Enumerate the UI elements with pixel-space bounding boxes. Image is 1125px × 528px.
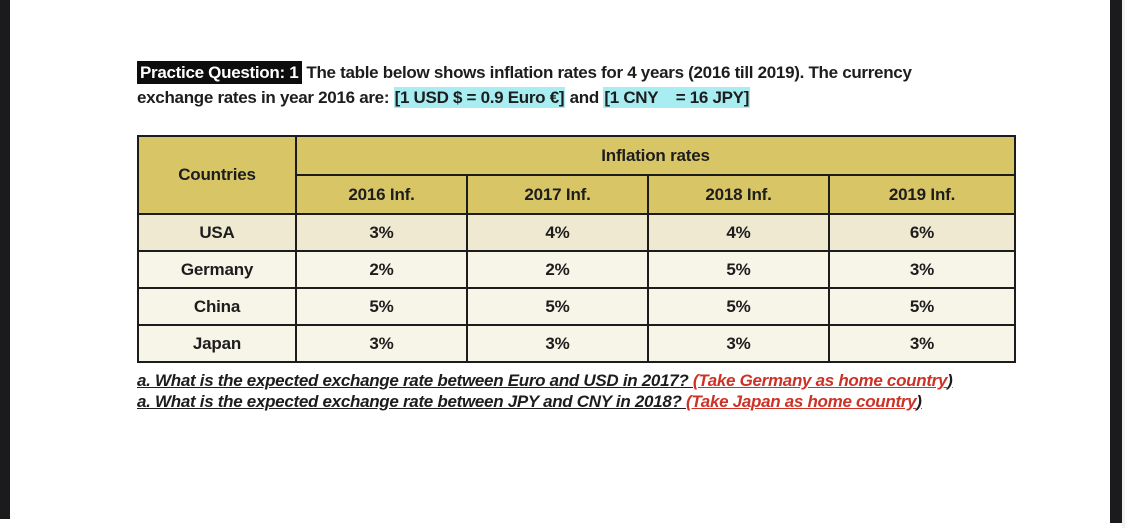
heading-line2-prefix: exchange rates in year 2016 are: [137,88,394,107]
question-heading: Practice Question: 1 The table below show… [137,60,912,110]
inflation-rates-group-header: Inflation rates [295,135,1016,176]
question-text: a. What is the expected exchange rate be… [137,392,686,411]
table-header-row-group: Countries Inflation rates [137,135,1016,215]
question-a-jpy-cny: a. What is the expected exchange rate be… [137,391,953,412]
cny-jpy-rate-highlight: [1 CNY = 16 JPY] [603,87,751,108]
table-row-china: China 5% 5% 5% 5% [137,287,1016,326]
country-cell: USA [137,213,297,252]
value-cell: 5% [647,287,830,326]
value-cell: 6% [828,213,1016,252]
question-suffix: ) [947,371,953,390]
countries-column-header: Countries [137,135,297,215]
value-cell: 5% [466,287,649,326]
value-cell: 3% [828,324,1016,363]
value-cell: 4% [647,213,830,252]
inflation-rates-table: Countries Inflation rates 2016 Inf. 2017… [137,135,1016,363]
year-header-2019: 2019 Inf. [828,174,1016,215]
value-cell: 4% [466,213,649,252]
value-cell: 3% [828,250,1016,289]
value-cell: 2% [466,250,649,289]
question-a-euro-usd: a. What is the expected exchange rate be… [137,370,953,391]
value-cell: 3% [466,324,649,363]
value-cell: 5% [295,287,468,326]
right-frame-edge [1122,0,1125,528]
table-row-germany: Germany 2% 2% 5% 3% [137,250,1016,289]
table-header-row-years: 2016 Inf. 2017 Inf. 2018 Inf. 2019 Inf. [138,174,1016,215]
question-hint-red: (Take Japan as home country [685,392,917,411]
value-cell: 5% [647,250,830,289]
question-text: a. What is the expected exchange rate be… [137,371,693,390]
question-number-label: Practice Question: 1 [137,61,303,84]
heading-and-separator: and [565,88,604,107]
year-header-2018: 2018 Inf. [647,174,830,215]
value-cell: 3% [647,324,830,363]
year-header-2017: 2017 Inf. [466,174,649,215]
year-header-2016: 2016 Inf. [295,174,468,215]
right-frame-bar [1110,0,1122,523]
value-cell: 3% [295,213,468,252]
heading-intro-text: The table below shows inflation rates fo… [306,63,912,82]
question-suffix: ) [916,392,922,411]
table-row-usa: USA 3% 4% 4% 6% [137,213,1016,252]
value-cell: 5% [828,287,1016,326]
table-row-japan: Japan 3% 3% 3% 3% [137,324,1016,363]
question-list: a. What is the expected exchange rate be… [137,370,953,412]
value-cell: 2% [295,250,468,289]
country-cell: Germany [137,250,297,289]
usd-eur-rate-highlight: [1 USD $ = 0.9 Euro €] [393,87,566,108]
question-hint-red: (Take Germany as home country [692,371,948,390]
country-cell: China [137,287,297,326]
left-frame-bar [0,0,10,519]
country-cell: Japan [137,324,297,363]
value-cell: 3% [295,324,468,363]
